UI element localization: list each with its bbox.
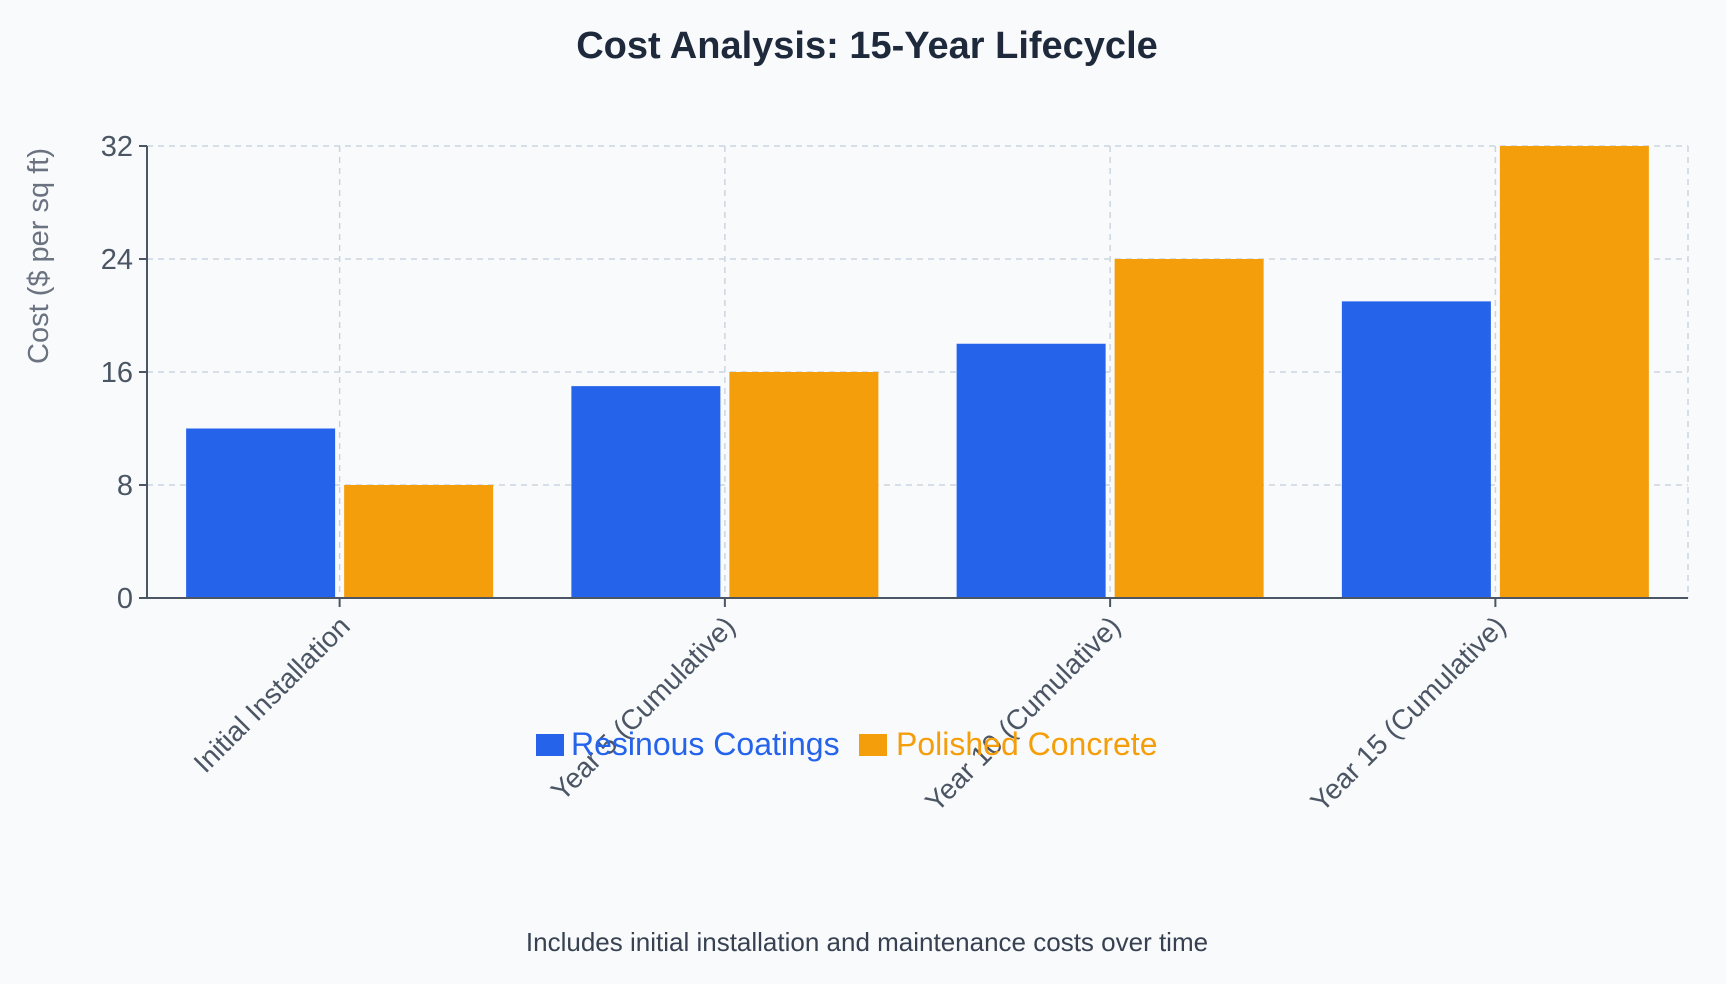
y-tick-label: 16 — [101, 357, 133, 389]
bar-polished-concrete-0 — [344, 485, 494, 598]
bar-resinous-coatings-0 — [186, 428, 336, 598]
y-axis-label: Cost ($ per sq ft) — [23, 148, 55, 364]
bar-polished-concrete-3 — [1499, 146, 1649, 598]
x-category-label: Year 15 (Cumulative) — [1304, 610, 1511, 817]
legend: Resinous Coatings Polished Concrete — [536, 726, 1157, 762]
bar-resinous-coatings-1 — [571, 386, 721, 598]
legend-label: Polished Concrete — [896, 726, 1157, 762]
x-category-label: Initial Installation — [188, 610, 356, 778]
y-tick-label: 0 — [117, 583, 133, 615]
bar-resinous-coatings-2 — [956, 343, 1106, 598]
grid — [147, 145, 1689, 598]
bars — [186, 146, 1649, 598]
x-category-label: Year 5 (Cumulative) — [545, 610, 741, 806]
chart-title: Cost Analysis: 15-Year Lifecycle — [576, 25, 1158, 67]
chart-caption: Includes initial installation and mainte… — [526, 927, 1208, 957]
legend-swatch — [536, 734, 564, 756]
y-tick-label: 24 — [101, 244, 133, 276]
legend-label: Resinous Coatings — [571, 726, 840, 762]
y-tick-label: 32 — [101, 131, 133, 163]
bar-polished-concrete-1 — [729, 372, 879, 598]
axes — [139, 145, 1688, 607]
bar-polished-concrete-2 — [1114, 259, 1264, 598]
x-category-label: Year 10 (Cumulative) — [919, 610, 1126, 817]
y-tick-label: 8 — [117, 470, 133, 502]
bar-resinous-coatings-3 — [1341, 301, 1491, 598]
legend-swatch — [859, 734, 887, 756]
